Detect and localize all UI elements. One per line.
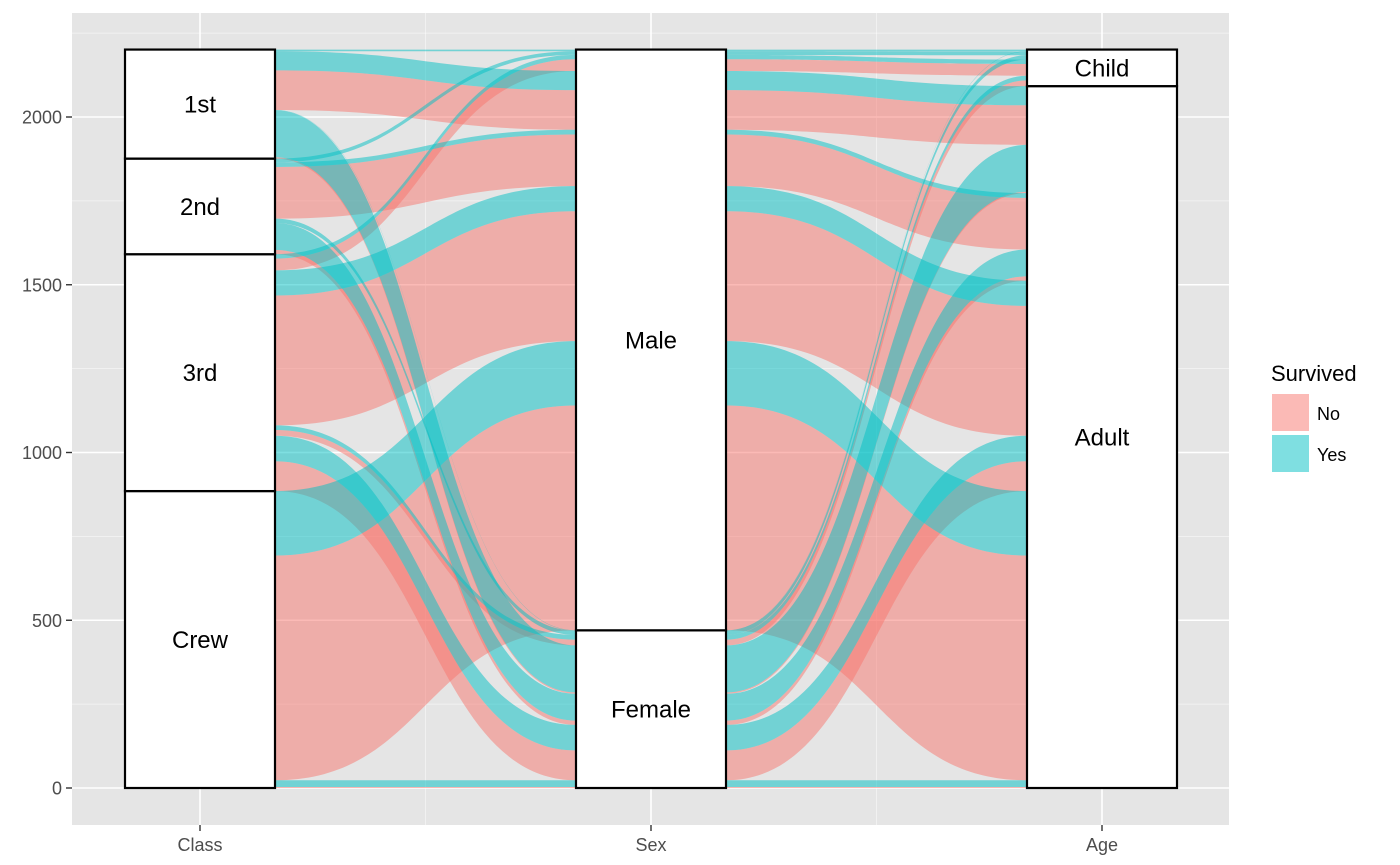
flow-class-sex-no	[275, 211, 576, 426]
y-tick-label-1500: 1500	[22, 275, 62, 295]
flow-sex-age-yes	[726, 144, 1027, 693]
flow-class-sex-yes	[275, 51, 576, 91]
flow-class-sex-yes	[275, 435, 576, 751]
flow-sex-age-yes	[726, 129, 1027, 198]
flow-class-sex-yes	[275, 186, 576, 296]
legend-key-no	[1272, 394, 1309, 431]
flow-sex-age-yes	[726, 435, 1027, 751]
flow-class-sex-yes	[275, 129, 576, 167]
axes-layer: 0 500 1000 1500 2000 Class Sex Age	[22, 108, 1118, 856]
stratum-class-1st	[123, 48, 277, 160]
legend: Survived No Yes	[1271, 361, 1357, 472]
x-tick-label-age: Age	[1086, 835, 1118, 855]
stratum-label-3rd: 3rd	[183, 360, 218, 387]
flow-sex-age-yes	[726, 54, 1027, 64]
y-tick-label-500: 500	[32, 611, 62, 631]
flow-class-sex-no	[275, 461, 576, 781]
flow-sex-age-no	[726, 786, 1027, 788]
flow-class-sex-yes	[275, 49, 576, 52]
stratum-label-1st: 1st	[184, 92, 216, 119]
flow-class-sex-no	[275, 70, 576, 130]
flow-class-sex-yes	[275, 425, 576, 640]
flow-class-sex-yes	[275, 109, 576, 631]
flow-class-sex-yes	[275, 51, 576, 163]
flow-sex-age-yes	[726, 51, 1027, 56]
x-tick-label-class: Class	[177, 835, 222, 855]
flow-sex-age-yes	[726, 75, 1027, 640]
flow-class-sex-no	[275, 249, 576, 725]
flow-sex-age-yes	[726, 780, 1027, 787]
flow-sex-age-yes	[726, 49, 1027, 52]
flow-sex-age-no	[726, 211, 1027, 436]
y-tick-label-2000: 2000	[22, 108, 62, 128]
legend-title: Survived	[1271, 361, 1357, 386]
flow-sex-age-yes	[726, 249, 1027, 721]
stratum-label-adult: Adult	[1075, 425, 1130, 452]
stratum-sex-male	[574, 48, 728, 632]
stratum-label-female: Female	[611, 697, 691, 724]
flow-sex-age-no	[726, 59, 1027, 76]
flow-class-sex-yes	[275, 341, 576, 556]
stratum-age-child	[1025, 48, 1179, 88]
flow-sex-age-no	[726, 461, 1027, 781]
flow-class-sex-no	[275, 786, 576, 788]
stratum-class-2nd	[123, 157, 277, 256]
stratum-class-3rd	[123, 253, 277, 493]
flow-sex-age-yes	[726, 186, 1027, 306]
y-tick-label-0: 0	[52, 779, 62, 799]
stratum-label-child: Child	[1075, 55, 1130, 82]
stratum-label-male: Male	[625, 327, 677, 354]
stratum-sex-female	[574, 629, 728, 790]
flow-sex-age-yes	[726, 341, 1027, 556]
legend-label-no: No	[1317, 404, 1340, 424]
flow-sex-age-yes	[726, 71, 1027, 106]
flow-sex-age-yes	[726, 51, 1027, 631]
stratum-label-2nd: 2nd	[180, 194, 220, 221]
stratum-age-adult	[1025, 85, 1179, 790]
flow-sex-age-no	[726, 276, 1027, 725]
y-tick-label-1000: 1000	[22, 443, 62, 463]
legend-key-yes	[1272, 435, 1309, 472]
flow-class-sex-yes	[275, 780, 576, 787]
flow-sex-age-yes	[726, 55, 1027, 636]
x-tick-label-sex: Sex	[635, 835, 666, 855]
flow-class-sex-yes	[275, 223, 576, 721]
flows-layer	[274, 49, 1027, 788]
flow-class-sex-yes	[275, 110, 576, 693]
flow-sex-age-no	[726, 90, 1027, 145]
stratum-label-crew: Crew	[172, 627, 229, 654]
strata-layer: Crew 3rd 2nd 1st Female Male Adult Child	[123, 48, 1179, 790]
legend-label-yes: Yes	[1317, 445, 1346, 465]
flow-class-sex-yes	[275, 54, 576, 259]
